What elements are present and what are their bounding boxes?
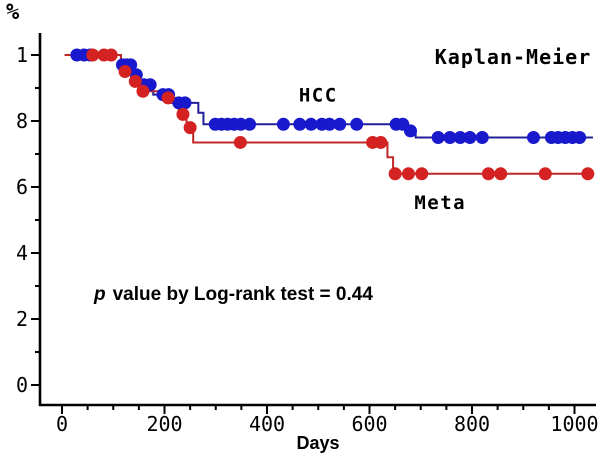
x-tick-label: 0: [56, 412, 68, 436]
meta-censor-dot: [374, 135, 388, 149]
p-symbol: p: [94, 284, 106, 305]
hcc-censor-dot: [527, 131, 540, 144]
meta-censor-dot: [415, 167, 429, 181]
meta-censor-dot: [104, 48, 118, 62]
censor-dots: [70, 48, 595, 181]
hcc-censor-dot: [323, 117, 337, 131]
hcc-censor-dot: [443, 131, 457, 144]
series-labels: HCC Meta: [299, 85, 466, 214]
meta-censor-dot: [401, 167, 415, 181]
axis-ticks: [31, 54, 576, 414]
p-value-annotation: p value by Log-rank test = 0.44: [94, 284, 373, 306]
meta-censor-dot: [538, 167, 552, 181]
hcc-censor-dot: [304, 117, 318, 131]
x-tick-label: 400: [249, 412, 285, 436]
survival-curves: [64, 54, 593, 175]
meta-series-label: Meta: [414, 192, 466, 214]
x-tick-label: 800: [454, 412, 490, 436]
y-tick-label: 1: [16, 43, 28, 67]
hcc-censor-dot: [178, 96, 192, 110]
y-axis-unit-label: %: [6, 0, 20, 25]
meta-censor-dot: [581, 167, 595, 181]
hcc-censor-dot: [573, 131, 587, 144]
x-tick-label: 1000: [550, 412, 598, 436]
x-tick-label: 600: [351, 412, 387, 436]
hcc-censor-dot: [276, 117, 290, 131]
y-tick-label: . 2: [0, 307, 28, 331]
y-tick-label: . 8: [0, 109, 28, 133]
meta-survival-curve: [64, 54, 589, 175]
hcc-censor-dot: [243, 117, 257, 131]
hcc-censor-dot: [293, 117, 307, 131]
hcc-censor-dot: [463, 131, 477, 144]
hcc-censor-dot: [431, 131, 445, 144]
meta-censor-dot: [481, 167, 495, 181]
y-tick-label: 0: [16, 373, 28, 397]
y-tick-label: . 4: [0, 241, 28, 265]
meta-censor-dot: [183, 121, 197, 135]
meta-censor-dot: [494, 167, 508, 181]
y-tick-label: . 6: [0, 175, 28, 199]
meta-censor-dot: [136, 84, 150, 98]
meta-censor-dot: [233, 135, 247, 149]
meta-censor-dot: [118, 65, 132, 78]
meta-censor-dot: [176, 107, 190, 121]
hcc-censor-dot: [350, 117, 364, 131]
meta-censor-dot: [128, 74, 142, 88]
hcc-censor-dot: [453, 131, 467, 144]
meta-censor-dot: [86, 48, 100, 62]
hcc-series-label: HCC: [299, 85, 338, 107]
meta-censor-dot: [388, 167, 402, 181]
hcc-censor-dot: [333, 117, 347, 131]
axis-tick-labels: 0 200 400 600 800 1000 1 . 8 . 6 . 4 . 2 0: [0, 43, 599, 436]
hcc-censor-dot: [475, 131, 489, 144]
x-tick-label: 200: [146, 412, 182, 436]
chart-title: Kaplan-Meier: [434, 45, 592, 69]
meta-censor-dot: [161, 91, 175, 105]
x-axis-label: Days: [296, 433, 340, 453]
p-value-text: value by Log-rank test = 0.44: [112, 284, 373, 305]
hcc-censor-dot: [404, 124, 417, 138]
